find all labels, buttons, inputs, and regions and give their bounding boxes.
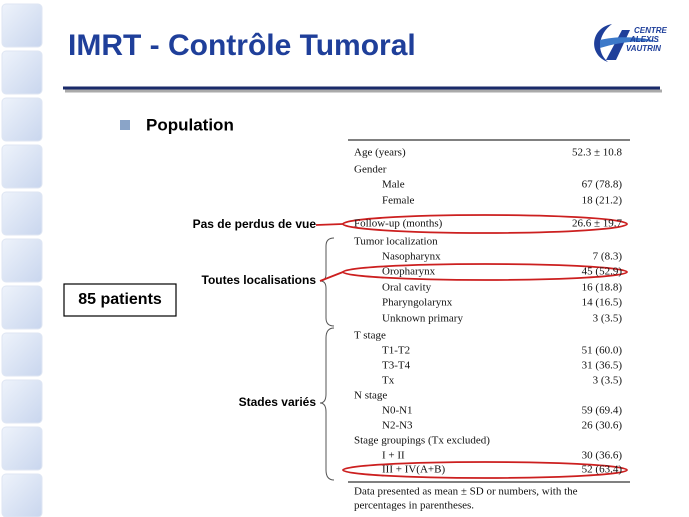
- row-value: 16 (18.8): [582, 282, 623, 294]
- patients-text: 85 patients: [78, 291, 162, 308]
- row-value: 30 (36.6): [582, 450, 623, 462]
- strip-tile: [1, 238, 43, 283]
- row-value: 59 (69.4): [582, 405, 623, 417]
- footnote: percentages in parentheses.: [354, 500, 474, 512]
- patients-box: [63, 283, 177, 317]
- row-label: Female: [382, 195, 414, 207]
- row-value: 31 (36.5): [582, 360, 623, 372]
- strip-tile: [1, 473, 43, 517]
- row-value: 26 (30.6): [582, 420, 623, 432]
- row-label: T stage: [354, 330, 386, 342]
- bullet-text: Population: [146, 115, 234, 134]
- row-label: Tumor localization: [354, 236, 438, 248]
- strip-tile: [1, 332, 43, 377]
- strip-tile: [1, 50, 43, 95]
- logo-text: ALEXIS: [629, 35, 660, 44]
- row-label: N stage: [354, 390, 387, 402]
- row-label: N0-N1: [382, 405, 413, 417]
- side-strip: [1, 3, 43, 517]
- row-value: 3 (3.5): [593, 375, 623, 387]
- strip-tile: [1, 97, 43, 142]
- row-label: Pharyngolarynx: [382, 297, 453, 309]
- footnote: Data presented as mean ± SD or numbers, …: [354, 486, 578, 498]
- row-value: 26.6 ± 19.7: [572, 218, 623, 230]
- row-label: T3-T4: [382, 360, 411, 372]
- annotation: Pas de perdus de vue: [193, 217, 317, 231]
- strip-tile: [1, 285, 43, 330]
- row-label: Tx: [382, 375, 395, 387]
- logo: CENTRE ALEXIS VAUTRIN: [594, 24, 668, 62]
- strip-tile: [1, 379, 43, 424]
- highlights: [315, 214, 628, 479]
- row-value: 3 (3.5): [593, 313, 623, 325]
- strip-tile: [1, 3, 43, 48]
- row-value: 14 (16.5): [582, 297, 623, 309]
- bullet-icon: [120, 120, 130, 130]
- row-label: Gender: [354, 164, 387, 176]
- row-value: 45 (52.9): [582, 266, 623, 278]
- strip-tile: [1, 426, 43, 471]
- annotation: Stades variés: [239, 395, 317, 409]
- row-value: 18 (21.2): [582, 195, 623, 207]
- table: Age (years) 52.3 ± 10.8 Gender Male 67 (78.8…: [354, 147, 622, 512]
- row-value: 52.3 ± 10.8: [572, 147, 623, 159]
- row-value: 67 (78.8): [582, 179, 623, 191]
- row-value: 51 (60.0): [582, 345, 623, 357]
- slide-title: IMRT - Contrôle Tumoral: [68, 29, 416, 62]
- strip-tile: [1, 144, 43, 189]
- logo-text: VAUTRIN: [626, 44, 661, 53]
- strip-tile: [1, 191, 43, 236]
- braces: [319, 237, 335, 481]
- row-label: III + IV(A+B): [382, 464, 445, 476]
- row-label: Unknown primary: [382, 313, 463, 325]
- row-label: Oropharynx: [382, 266, 436, 278]
- row-label: Age (years): [354, 147, 406, 159]
- row-label: Follow-up (months): [354, 218, 443, 230]
- row-value: 52 (63.4): [582, 464, 623, 476]
- row-label: Nasopharynx: [382, 251, 441, 263]
- row-label: I + II: [382, 450, 405, 462]
- row-value: 7 (8.3): [593, 251, 623, 263]
- logo-text: CENTRE: [634, 26, 668, 35]
- row-label: Stage groupings (Tx excluded): [354, 435, 490, 447]
- row-label: N2-N3: [382, 420, 413, 432]
- row-label: Male: [382, 179, 405, 191]
- row-label: T1-T2: [382, 345, 410, 357]
- annotation: Toutes localisations: [202, 273, 317, 287]
- row-label: Oral cavity: [382, 282, 432, 294]
